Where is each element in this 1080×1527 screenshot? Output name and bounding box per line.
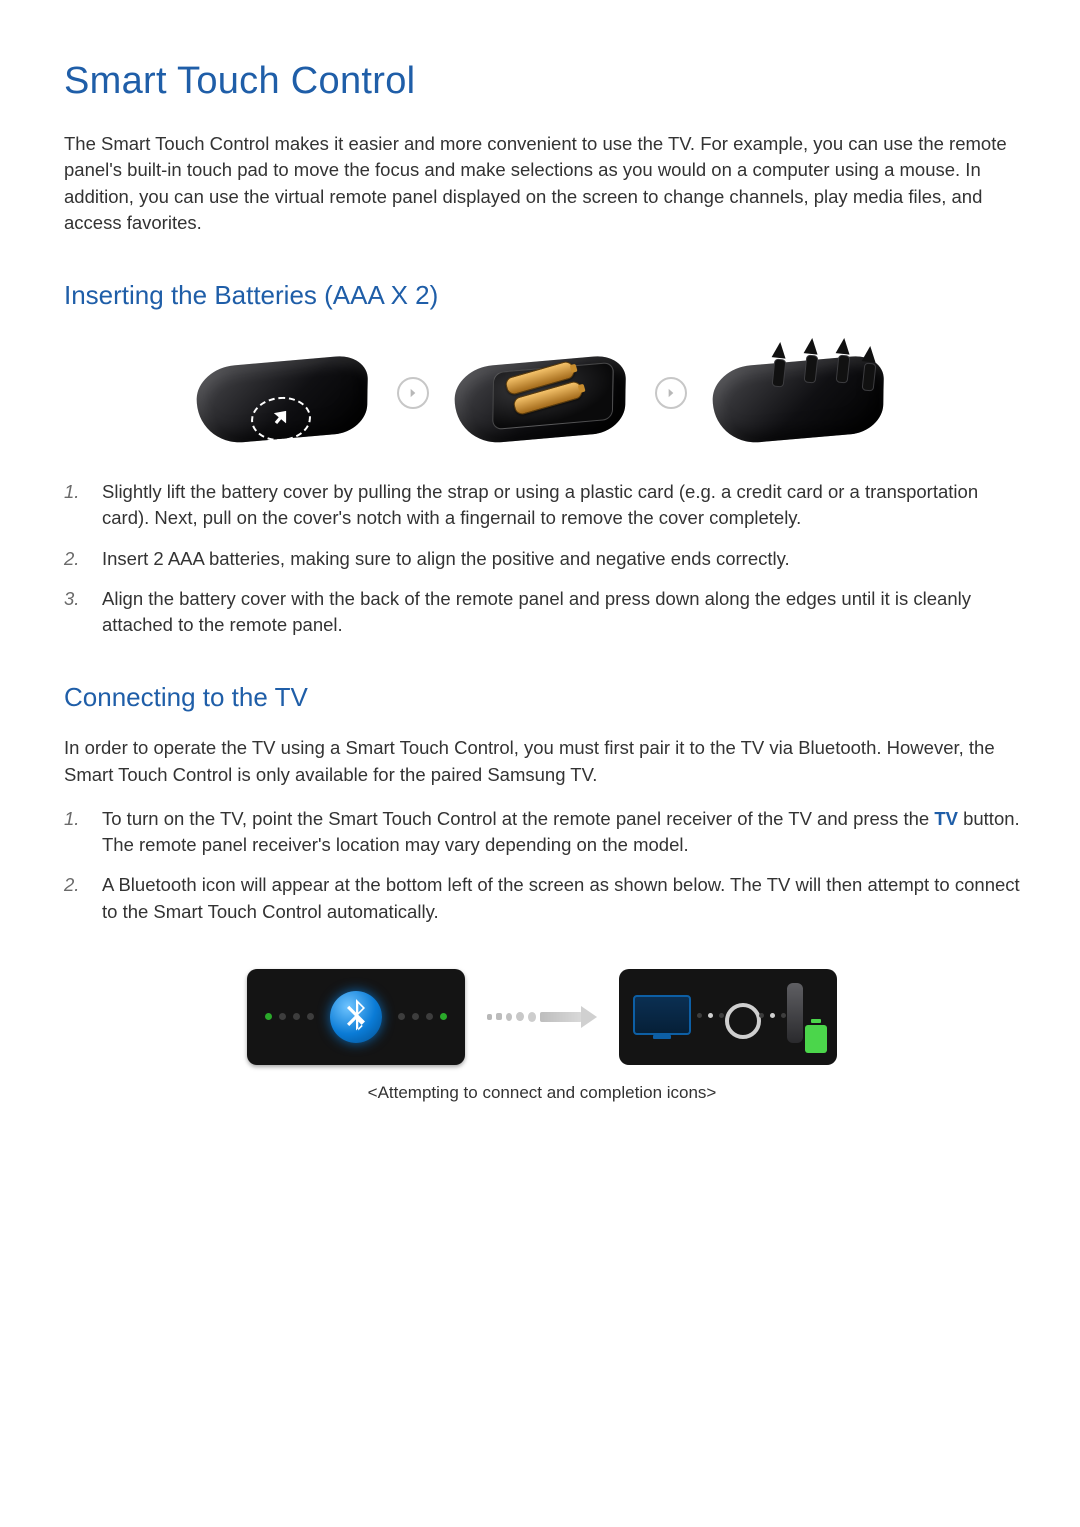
step-number: 1. (64, 806, 84, 859)
remote-icon (787, 983, 803, 1043)
list-item: 2. Insert 2 AAA batteries, making sure t… (64, 546, 1020, 572)
tv-icon (633, 995, 691, 1035)
step-text: Insert 2 AAA batteries, making sure to a… (102, 546, 790, 572)
remote-closed (189, 333, 379, 453)
battery-full-icon (805, 1019, 827, 1053)
ring-icon (725, 1003, 761, 1039)
list-item: 3. Align the battery cover with the back… (64, 586, 1020, 639)
list-item: 1. Slightly lift the battery cover by pu… (64, 479, 1020, 532)
connected-panel (619, 969, 837, 1065)
step-text: Align the battery cover with the back of… (102, 586, 1020, 639)
step-text: To turn on the TV, point the Smart Touch… (102, 806, 1020, 859)
step-number: 2. (64, 546, 84, 572)
battery-install-figure (64, 333, 1020, 453)
step-text-part: To turn on the TV, point the Smart Touch… (102, 808, 934, 829)
battery-steps-list: 1. Slightly lift the battery cover by pu… (64, 479, 1020, 638)
figure-caption: <Attempting to connect and completion ic… (64, 1083, 1020, 1103)
step-number: 1. (64, 479, 84, 532)
step-text: A Bluetooth icon will appear at the bott… (102, 872, 1020, 925)
step-number: 3. (64, 586, 84, 639)
section-connect-heading: Connecting to the TV (64, 682, 1020, 713)
bluetooth-icon (330, 991, 382, 1043)
intro-paragraph: The Smart Touch Control makes it easier … (64, 131, 1020, 236)
tv-button-label: TV (934, 808, 958, 829)
transition-arrow-icon (487, 1006, 597, 1028)
connect-intro: In order to operate the TV using a Smart… (64, 735, 1020, 788)
connecting-panel (247, 969, 465, 1065)
connect-steps-list: 1. To turn on the TV, point the Smart To… (64, 806, 1020, 925)
section-batteries-heading: Inserting the Batteries (AAA X 2) (64, 280, 1020, 311)
bluetooth-pairing-figure (64, 969, 1020, 1065)
sequence-arrow-icon (655, 377, 687, 409)
step-number: 2. (64, 872, 84, 925)
remote-open-with-batteries (447, 333, 637, 453)
page-title: Smart Touch Control (64, 60, 1020, 103)
list-item: 2. A Bluetooth icon will appear at the b… (64, 872, 1020, 925)
sequence-arrow-icon (397, 377, 429, 409)
remote-press-cover (705, 333, 895, 453)
step-text: Slightly lift the battery cover by pulli… (102, 479, 1020, 532)
list-item: 1. To turn on the TV, point the Smart To… (64, 806, 1020, 859)
